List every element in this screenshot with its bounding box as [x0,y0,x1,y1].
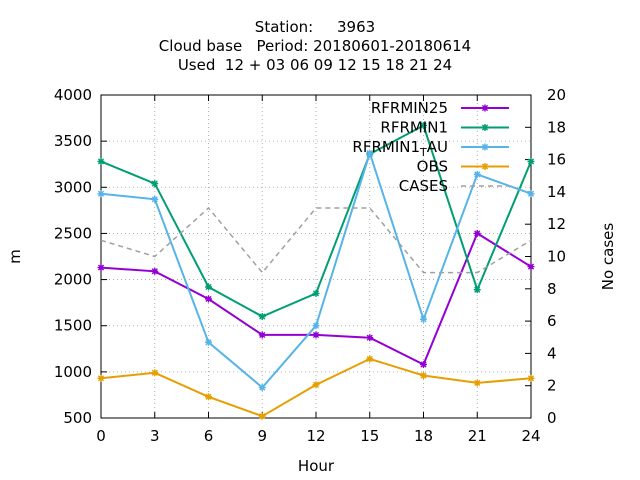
x-tick-label: 6 [204,427,214,445]
legend-item: OBS [417,158,509,176]
series-rfrmin25 [97,229,535,368]
y-tick-label: 2500 [54,224,92,242]
series-obs [97,355,535,420]
y2-tick-label: 10 [547,248,566,266]
y-tick-label: 2000 [54,271,92,289]
legend-item: RFRMIN1 [380,119,509,137]
y2-tick-label: 4 [547,344,557,362]
x-tick-label: 12 [306,427,325,445]
y-tick-label: 3500 [54,132,92,150]
data-point [151,267,159,275]
data-point [366,149,374,157]
data-point [205,295,212,303]
data-point [527,263,535,271]
data-point [258,412,266,420]
x-tick-label: 3 [150,427,160,445]
y2-tick-label: 18 [547,118,566,136]
series-cases [100,206,532,274]
data-point [151,195,159,203]
data-point [312,381,320,389]
data-point [420,372,427,380]
legend-item: RFRMIN25 [371,99,509,117]
y-axis-ticks: 500 1000 1500 2000 2500 3000 3500 4000 [54,86,107,427]
data-point [258,331,266,339]
data-point [312,331,320,339]
data-point [205,338,212,346]
data-point [97,190,105,198]
y-axis-label: m [6,249,24,264]
data-point [258,384,266,392]
y2-tick-label: 20 [547,86,566,104]
data-point [473,170,481,178]
y2-tick-label: 2 [547,377,557,395]
x-axis-label: Hour [298,457,335,475]
data-point [312,322,320,330]
data-point [481,104,489,112]
data-point [97,374,105,382]
series-line [100,206,532,274]
data-point [151,369,159,377]
data-point [473,229,481,237]
y2-tick-label: 16 [547,151,566,169]
y2-tick-label: 14 [547,183,566,201]
series-line [100,149,532,389]
y-tick-label: 4000 [54,86,92,104]
data-point [527,157,535,165]
y2-tick-label: 8 [547,280,557,298]
data-point [366,334,374,342]
data-point [151,180,159,188]
x-tick-label: 21 [468,427,487,445]
x-tick-label: 0 [96,427,106,445]
data-point [481,124,489,131]
data-point [481,163,489,170]
series-layer [97,121,535,420]
data-point [481,143,489,151]
legend-label: RFRMIN1TAU [352,138,448,159]
data-point [473,286,481,294]
legend-label: CASES [399,177,448,195]
y2-tick-label: 12 [547,215,566,233]
y-tick-label: 3000 [54,178,92,196]
chart-title-line: Station: 3963 [255,18,375,36]
y2-tick-label: 0 [547,409,557,427]
data-point [312,289,320,297]
y2-tick-label: 6 [547,312,557,330]
data-point [420,360,427,368]
data-point [97,264,105,272]
data-point [258,312,266,320]
data-point [420,121,427,129]
data-point [527,190,535,198]
y-tick-label: 1000 [54,363,92,381]
legend-label: RFRMIN1 [380,119,448,137]
legend-label: OBS [417,158,448,176]
x-tick-label: 15 [360,427,379,445]
x-tick-label: 9 [257,427,267,445]
data-point [420,315,427,323]
legend-item: CASES [399,177,509,195]
chart-title-line: Cloud base Period: 20180601-20180614 [159,37,471,55]
series-rfrmin1 [97,121,535,320]
series-rfrmin1-au [97,149,535,392]
y2-axis-ticks: 0 2 4 6 8 10 12 14 16 18 20 [525,86,566,427]
x-tick-label: 24 [521,427,540,445]
y-tick-label: 1500 [54,317,92,335]
data-point [97,157,105,165]
legend-label: RFRMIN25 [371,99,448,117]
x-tick-label: 18 [414,427,433,445]
data-point [366,355,374,363]
y-tick-label: 500 [63,409,92,427]
data-point [205,283,212,291]
data-point [473,379,481,387]
legend-item: RFRMIN1TAU [352,138,509,159]
data-point [527,374,535,382]
data-point [205,393,212,401]
y2-axis-label: No cases [599,223,617,291]
series-line [100,231,532,366]
chart-title-line: Used 12 + 03 06 09 12 15 18 21 24 [178,56,452,74]
x-axis-ticks: 0 3 6 9 12 15 18 21 24 [96,95,541,445]
